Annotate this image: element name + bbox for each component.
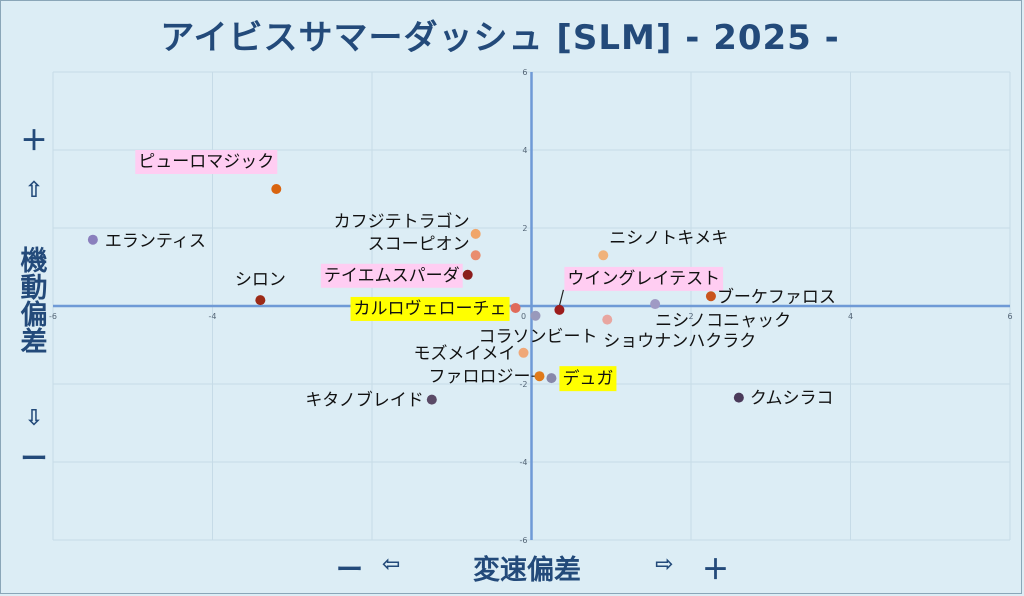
x-axis-label: 変速偏差 — [473, 555, 581, 586]
data-point — [271, 184, 282, 194]
label-highlight — [559, 366, 617, 392]
point-label: エランティス — [105, 232, 206, 252]
point-label: ブーケファロス — [717, 286, 836, 307]
point-label: ニシノトキメキ — [609, 228, 728, 248]
point-label: ファロロジー — [428, 367, 530, 387]
right-arrow-icon: ⇨ — [655, 552, 674, 577]
x-tick-label: -4 — [209, 312, 217, 321]
data-point — [530, 310, 541, 321]
label-highlight — [135, 150, 278, 174]
point-label: カフジテトラゴン — [334, 211, 470, 232]
data-point — [554, 304, 565, 315]
left-arrow-icon: ⇦ — [382, 552, 401, 577]
y-axis-label-char-3: 偏 — [20, 300, 48, 331]
point-label: モズメイメイ — [414, 344, 516, 364]
data-point — [470, 228, 481, 239]
x-tick-label: 4 — [848, 312, 853, 321]
y-tick-label: -4 — [520, 458, 528, 467]
y-axis-label-char-2: 動 — [20, 273, 48, 304]
data-point — [705, 291, 716, 302]
point-label: ウイングレイテスト — [567, 269, 720, 289]
x-tick-label: 2 — [688, 312, 693, 321]
x-plus-sign: ＋ — [702, 555, 729, 586]
data-point — [510, 302, 521, 313]
x-tick-label: -6 — [49, 312, 57, 321]
up-arrow-icon: ⇧ — [24, 178, 44, 203]
point-label: クムシラコ — [750, 389, 834, 409]
point-label: キタノブレイド — [305, 390, 424, 411]
data-point — [462, 269, 473, 280]
data-point — [546, 373, 557, 384]
data-point — [602, 314, 613, 325]
data-point — [87, 234, 98, 245]
point-label: ピューロマジック — [138, 152, 274, 172]
y-axis-label-char-1: 機 — [20, 246, 48, 277]
point-label: カルロヴェローチェ — [354, 299, 507, 319]
down-arrow-icon: ⇩ — [24, 406, 44, 431]
y-plus-sign: ＋ — [20, 126, 48, 157]
data-point — [598, 250, 609, 261]
data-point — [650, 299, 661, 310]
point-label: ショウナンハクラク — [603, 332, 756, 352]
point-label: スコーピオン — [368, 234, 470, 254]
data-point — [470, 250, 481, 261]
point-label: デュガ — [562, 368, 613, 389]
data-point — [518, 347, 529, 358]
data-point — [255, 295, 266, 306]
point-label: テイエムスパーダ — [324, 266, 460, 286]
x-tick-label: 6 — [1007, 312, 1012, 321]
point-label: コラソンビート — [478, 327, 597, 347]
data-point — [733, 392, 744, 403]
data-point — [426, 394, 437, 405]
data-point — [534, 371, 545, 382]
y-axis-label: 機 動 偏 差 — [14, 248, 54, 356]
label-highlight — [564, 266, 724, 291]
y-axis-label-char-4: 差 — [20, 327, 48, 358]
y-tick-label: 2 — [522, 224, 527, 233]
label-highlight — [350, 296, 510, 321]
x-tick-label: 0 — [521, 312, 526, 321]
y-tick-label: 4 — [522, 146, 527, 155]
y-tick-label: -2 — [520, 380, 528, 389]
label-highlight — [320, 263, 463, 288]
y-tick-label: 6 — [522, 68, 527, 77]
point-label: ニシノコニャック — [655, 311, 791, 331]
x-minus-sign: ー — [336, 555, 363, 586]
point-label: シロン — [235, 270, 286, 290]
leader-line — [558, 289, 564, 307]
chart-title: アイビスサマーダッシュ [SLM] - 2025 - — [160, 18, 840, 58]
y-tick-label: -6 — [520, 536, 528, 545]
y-minus-sign: ー — [20, 444, 48, 475]
